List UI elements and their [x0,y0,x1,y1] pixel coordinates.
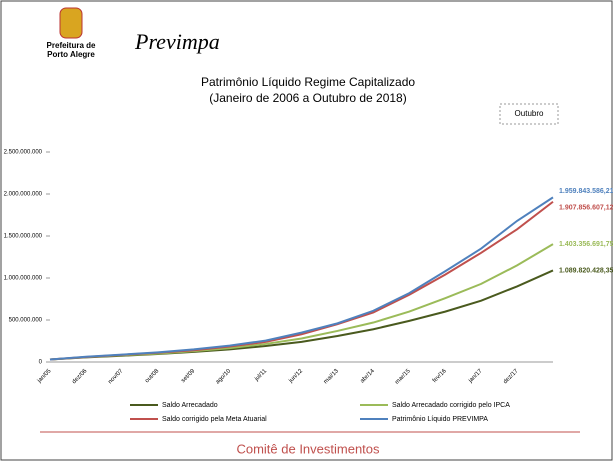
legend-label: Saldo Arrecadado [162,402,218,409]
legend-label: Saldo corrigido pela Meta Atuarial [162,416,267,423]
y-tick-label: 2.500.000.000 [4,150,43,156]
end-label: 1.959.843.586,21 [559,188,613,195]
y-tick-label: 0 [39,360,43,366]
y-tick-label: 1.000.000.000 [4,276,43,282]
legend-label: Saldo Arrecadado corrigido pelo IPCA [392,402,510,409]
end-label: 1.907.856.607,12 [559,205,613,212]
series-line [49,196,554,361]
y-tick-label: 1.500.000.000 [4,234,43,240]
footer: Comitê de Investimentos [236,441,380,456]
end-label: 1.089.820.428,35 [559,267,613,274]
annotation: Outubro [515,109,544,118]
chart-title: Patrimônio Líquido Regime Capitalizado [201,75,415,89]
brand: Previmpa [134,29,220,54]
org-line1: Prefeitura de [47,41,96,50]
y-tick-label: 2.000.000.000 [4,192,43,198]
org-line2: Porto Alegre [47,50,95,59]
y-tick-label: 500.000.000 [9,318,43,324]
annotation-box [499,103,559,125]
legend-label: Patrimônio Líquido PREVIMPA [392,416,488,423]
end-label: 1.403.356.691,75 [559,241,613,248]
city-logo [59,7,83,39]
chart-subtitle: (Janeiro de 2006 a Outubro de 2018) [209,91,406,105]
